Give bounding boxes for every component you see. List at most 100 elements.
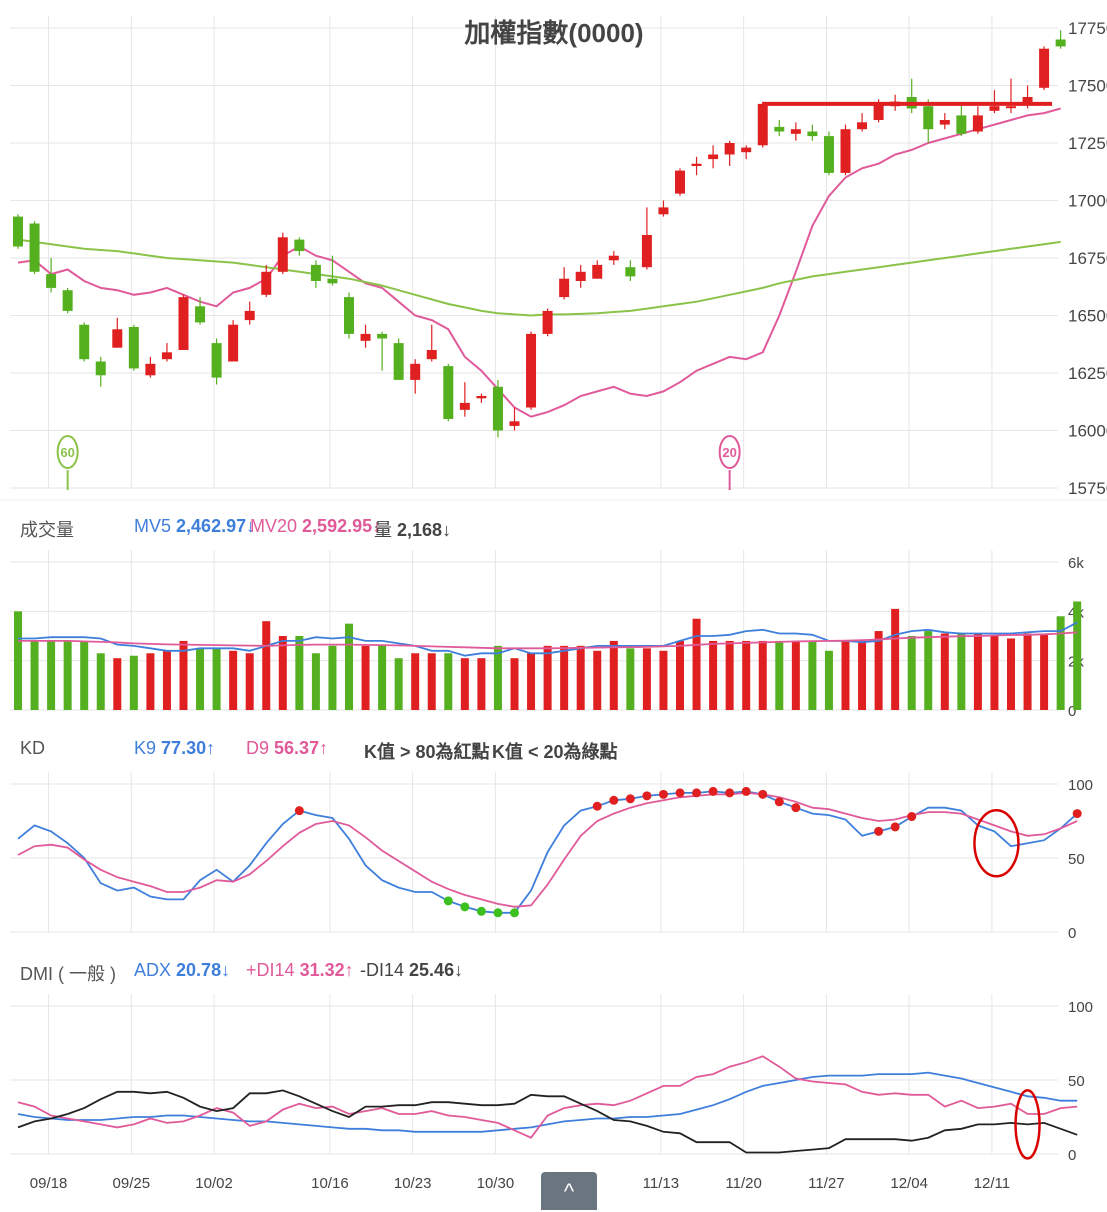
volume-bar bbox=[295, 636, 304, 710]
ma-marker-label: 60 bbox=[60, 445, 74, 460]
kd-red-dot bbox=[725, 788, 735, 798]
volume-bar bbox=[510, 658, 519, 710]
legend-d9: D9 56.37↑ bbox=[246, 738, 329, 758]
volume-bar bbox=[841, 640, 850, 710]
candle-body bbox=[46, 274, 57, 288]
volume-bar bbox=[196, 648, 205, 710]
mv5-line bbox=[18, 621, 1078, 657]
candle-body bbox=[542, 310, 553, 334]
volume-bar bbox=[493, 645, 502, 710]
candle-body bbox=[1006, 106, 1016, 109]
price-ytick-label: 17250 bbox=[1068, 134, 1107, 153]
candle-body bbox=[774, 126, 785, 132]
volume-bar bbox=[80, 640, 89, 710]
legend-mv20: MV20 2,592.95↓ bbox=[250, 516, 382, 536]
x-axis-date-label: 10/02 bbox=[195, 1175, 233, 1192]
candle-body bbox=[277, 237, 288, 272]
ma-marker-badge bbox=[56, 435, 79, 469]
candle-body bbox=[592, 264, 603, 279]
candle-body bbox=[641, 235, 652, 268]
candle-body bbox=[377, 333, 388, 339]
kd-red-dot bbox=[708, 786, 718, 796]
x-axis-date-label: 09/18 bbox=[30, 1175, 68, 1192]
kd-red-dot bbox=[774, 797, 784, 807]
candle-body bbox=[675, 170, 685, 194]
chart-title: 加權指數(0000) bbox=[464, 18, 643, 48]
candle-body bbox=[923, 106, 934, 130]
candle-body bbox=[228, 324, 239, 362]
legend-k9: K9 77.30↑ bbox=[134, 738, 216, 758]
volume-ytick-label: 0 bbox=[1068, 703, 1076, 720]
kd-red-dot bbox=[890, 822, 900, 832]
kd-red-dot bbox=[741, 786, 751, 796]
legend-volume: 量 2,168↓ bbox=[374, 520, 452, 540]
volume-bar bbox=[328, 645, 337, 710]
volume-bar bbox=[576, 645, 585, 710]
kd-note-green: K值 < 20為綠點 bbox=[492, 742, 618, 762]
volume-bar bbox=[460, 658, 469, 710]
candle-body bbox=[95, 361, 106, 376]
dmi-title: DMI ( 一般 ) bbox=[20, 964, 116, 984]
candle-body bbox=[128, 327, 139, 369]
ma20-line bbox=[17, 107, 1061, 418]
candle-body bbox=[29, 223, 40, 272]
volume-bar bbox=[742, 640, 751, 710]
kd-red-dot bbox=[1072, 809, 1082, 819]
volume-bar bbox=[179, 640, 188, 710]
kd-note-red: K值 > 80為紅點 bbox=[364, 742, 490, 762]
candle-body bbox=[410, 363, 421, 380]
candle-body bbox=[310, 264, 321, 281]
candle-body bbox=[658, 207, 669, 215]
volume-bar bbox=[725, 640, 734, 710]
candle-body bbox=[509, 421, 520, 426]
candle-body bbox=[426, 350, 437, 360]
candle-body bbox=[161, 352, 172, 360]
ma-marker-label: 20 bbox=[722, 445, 736, 460]
scroll-up-button[interactable]: ^ bbox=[541, 1172, 597, 1210]
legend-adx: ADX 20.78↓ bbox=[134, 960, 231, 980]
x-axis-date-label: 12/04 bbox=[890, 1175, 928, 1192]
x-axis-date-label: 10/16 bbox=[311, 1175, 349, 1192]
volume-bar bbox=[47, 640, 56, 710]
volume-title: 成交量 bbox=[20, 520, 74, 540]
plus-di14-line bbox=[17, 1055, 1078, 1139]
candle-body bbox=[195, 306, 206, 323]
candle-body bbox=[294, 239, 305, 252]
k9-line bbox=[17, 790, 1078, 914]
volume-bar bbox=[1056, 616, 1065, 710]
candle-body bbox=[344, 297, 354, 334]
ma60-line bbox=[17, 238, 1061, 317]
kd-highlight-circle bbox=[973, 808, 1020, 878]
volume-bar bbox=[162, 650, 171, 710]
candle-body bbox=[261, 271, 272, 295]
dmi-ytick-label: 50 bbox=[1068, 1073, 1085, 1090]
kd-green-dot bbox=[510, 908, 519, 918]
candle-body bbox=[145, 363, 156, 376]
kd-green-dot bbox=[476, 906, 486, 916]
volume-bar bbox=[626, 648, 635, 710]
volume-legend: 成交量 MV5 2,462.97↓ MV20 2,592.95↓ 量 2,168… bbox=[0, 512, 1060, 542]
price-ytick-label: 17500 bbox=[1068, 77, 1107, 96]
volume-bar bbox=[858, 640, 867, 710]
kd-red-dot bbox=[758, 789, 768, 799]
volume-bar bbox=[791, 640, 800, 710]
volume-ytick-label: 6k bbox=[1068, 555, 1084, 572]
kd-red-dot bbox=[609, 795, 619, 805]
volume-bar bbox=[709, 640, 718, 710]
candle-body bbox=[112, 329, 123, 348]
candle-body bbox=[526, 333, 537, 408]
adx-line bbox=[17, 1071, 1078, 1133]
dmi-highlight-circle bbox=[1014, 1089, 1041, 1160]
volume-bar bbox=[973, 633, 982, 710]
volume-bar bbox=[692, 618, 701, 710]
volume-bar bbox=[824, 650, 833, 710]
volume-bar bbox=[129, 655, 138, 710]
volume-bar bbox=[262, 621, 271, 710]
volume-bar bbox=[907, 636, 916, 710]
candle-body bbox=[989, 106, 1000, 111]
volume-bar bbox=[924, 631, 933, 710]
legend-plus-di14: +DI14 31.32↑ bbox=[246, 960, 354, 980]
volume-bar bbox=[146, 653, 155, 710]
volume-bar bbox=[543, 645, 552, 710]
